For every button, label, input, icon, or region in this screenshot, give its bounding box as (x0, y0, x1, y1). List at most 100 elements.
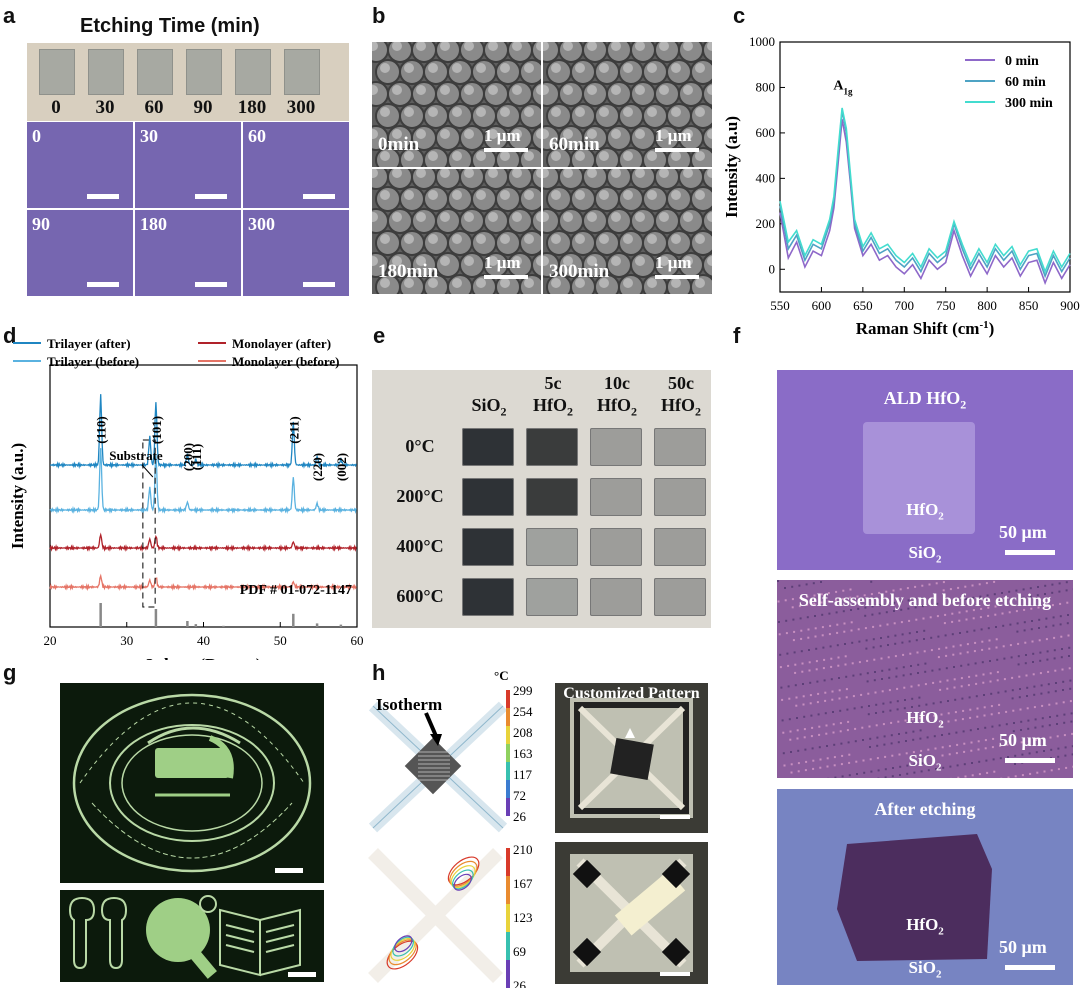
speckle (1059, 602, 1062, 605)
speckle (956, 764, 959, 767)
speckle (809, 694, 812, 697)
sphere-highlight (551, 63, 561, 73)
sphere-highlight (440, 85, 450, 95)
colorbar-tick: 117 (513, 767, 533, 782)
speckle (1015, 610, 1018, 613)
chip-photo-strip: 0 30 60 90 180 300 (27, 43, 349, 121)
colorbar-seg (506, 762, 510, 780)
speckle (782, 731, 785, 734)
sphere-highlight (659, 42, 669, 51)
speckle (1019, 688, 1021, 690)
sphere-highlight (635, 42, 645, 51)
substrate-label: Substrate (109, 448, 163, 463)
speckle (1056, 714, 1059, 717)
speckle (831, 698, 834, 701)
sphere-highlight (575, 63, 585, 73)
speckle (899, 765, 902, 768)
speckle (794, 684, 797, 687)
speckle (943, 622, 946, 625)
sphere-highlight (551, 151, 561, 161)
speckle (811, 726, 814, 729)
peak-label: (110) (94, 416, 109, 443)
sphere-highlight (428, 107, 438, 117)
speckle (882, 723, 885, 726)
speckle (798, 584, 801, 587)
hfo2-label: HfO2 (906, 915, 944, 938)
sem-tile: 180min 1 μm (372, 169, 541, 294)
speckle (1022, 588, 1025, 591)
speckle (916, 651, 919, 654)
speckle (983, 714, 986, 717)
speckle (905, 731, 908, 734)
sphere-highlight (707, 85, 712, 95)
speckle (796, 717, 798, 719)
speckle (1050, 748, 1053, 751)
sphere-highlight (695, 63, 705, 73)
speckle (1061, 668, 1064, 671)
speckle (833, 756, 836, 759)
microheater-photo-1: Customized Pattern (555, 683, 708, 833)
speckle (814, 627, 817, 630)
colorbar-tick: 208 (513, 725, 533, 740)
colorbar-tick: 167 (513, 876, 533, 891)
speckle (893, 622, 896, 625)
speckle (864, 627, 867, 630)
isotherm-label: Isotherm (376, 695, 442, 714)
speckle (1060, 656, 1063, 659)
speckle (1040, 692, 1043, 695)
sphere-highlight (683, 85, 693, 95)
speckle (970, 749, 973, 752)
paren: ) (989, 319, 995, 338)
sphere-highlight (563, 212, 573, 222)
speckle (827, 600, 830, 603)
speckle (891, 775, 894, 778)
scale-label: 1 μm (484, 126, 521, 145)
sphere-highlight (543, 42, 549, 51)
xrd-trace (49, 448, 357, 515)
sphere-highlight (551, 190, 561, 200)
colorbar-tick: 72 (513, 788, 526, 803)
speckle (971, 774, 974, 777)
sem-spheres (543, 42, 712, 167)
speckle (785, 619, 788, 622)
speckle (812, 582, 815, 585)
y-axis-label: Intensity (a.u.) (8, 443, 27, 549)
sphere-highlight (543, 212, 549, 222)
speckle (876, 744, 879, 747)
speckle (784, 587, 786, 589)
speckle (1043, 750, 1045, 752)
speckle (858, 661, 861, 664)
speckle (988, 647, 991, 650)
hust-logo-pattern (60, 683, 324, 883)
speckle (1046, 650, 1049, 653)
speckle (1034, 718, 1037, 721)
peak-label: (101) (149, 416, 164, 444)
speckle (971, 762, 973, 764)
speckle (993, 580, 996, 583)
speckle (970, 741, 973, 744)
speckle (859, 673, 862, 676)
legend-label: 60 min (1005, 75, 1046, 90)
speckle (980, 607, 983, 610)
speckle (789, 738, 792, 741)
speckle (1051, 591, 1054, 594)
speckle (1011, 697, 1014, 700)
speckle (935, 768, 937, 770)
speckle (816, 701, 819, 704)
speckle (1053, 636, 1056, 639)
speckle (1012, 730, 1015, 733)
peak-label: (002) (334, 453, 349, 481)
speckle (894, 642, 897, 645)
unit-label: °C (494, 668, 509, 683)
speckle (1061, 648, 1063, 650)
sem-tile: 0min 1 μm (372, 42, 541, 167)
speckle (911, 718, 914, 721)
speckle (982, 681, 985, 684)
speckle (843, 630, 846, 633)
speckle (895, 675, 898, 678)
sphere-highlight (563, 42, 573, 51)
sphere-highlight (524, 63, 534, 73)
speckle (869, 746, 871, 748)
thermal-chip-table: SiO2 5c HfO2 10c HfO2 50c HfO2 0°C 200°C 400°C 600… (372, 370, 711, 628)
micrograph-middle: Self-assembly and before etching HfO2 SiO2… (777, 580, 1073, 778)
